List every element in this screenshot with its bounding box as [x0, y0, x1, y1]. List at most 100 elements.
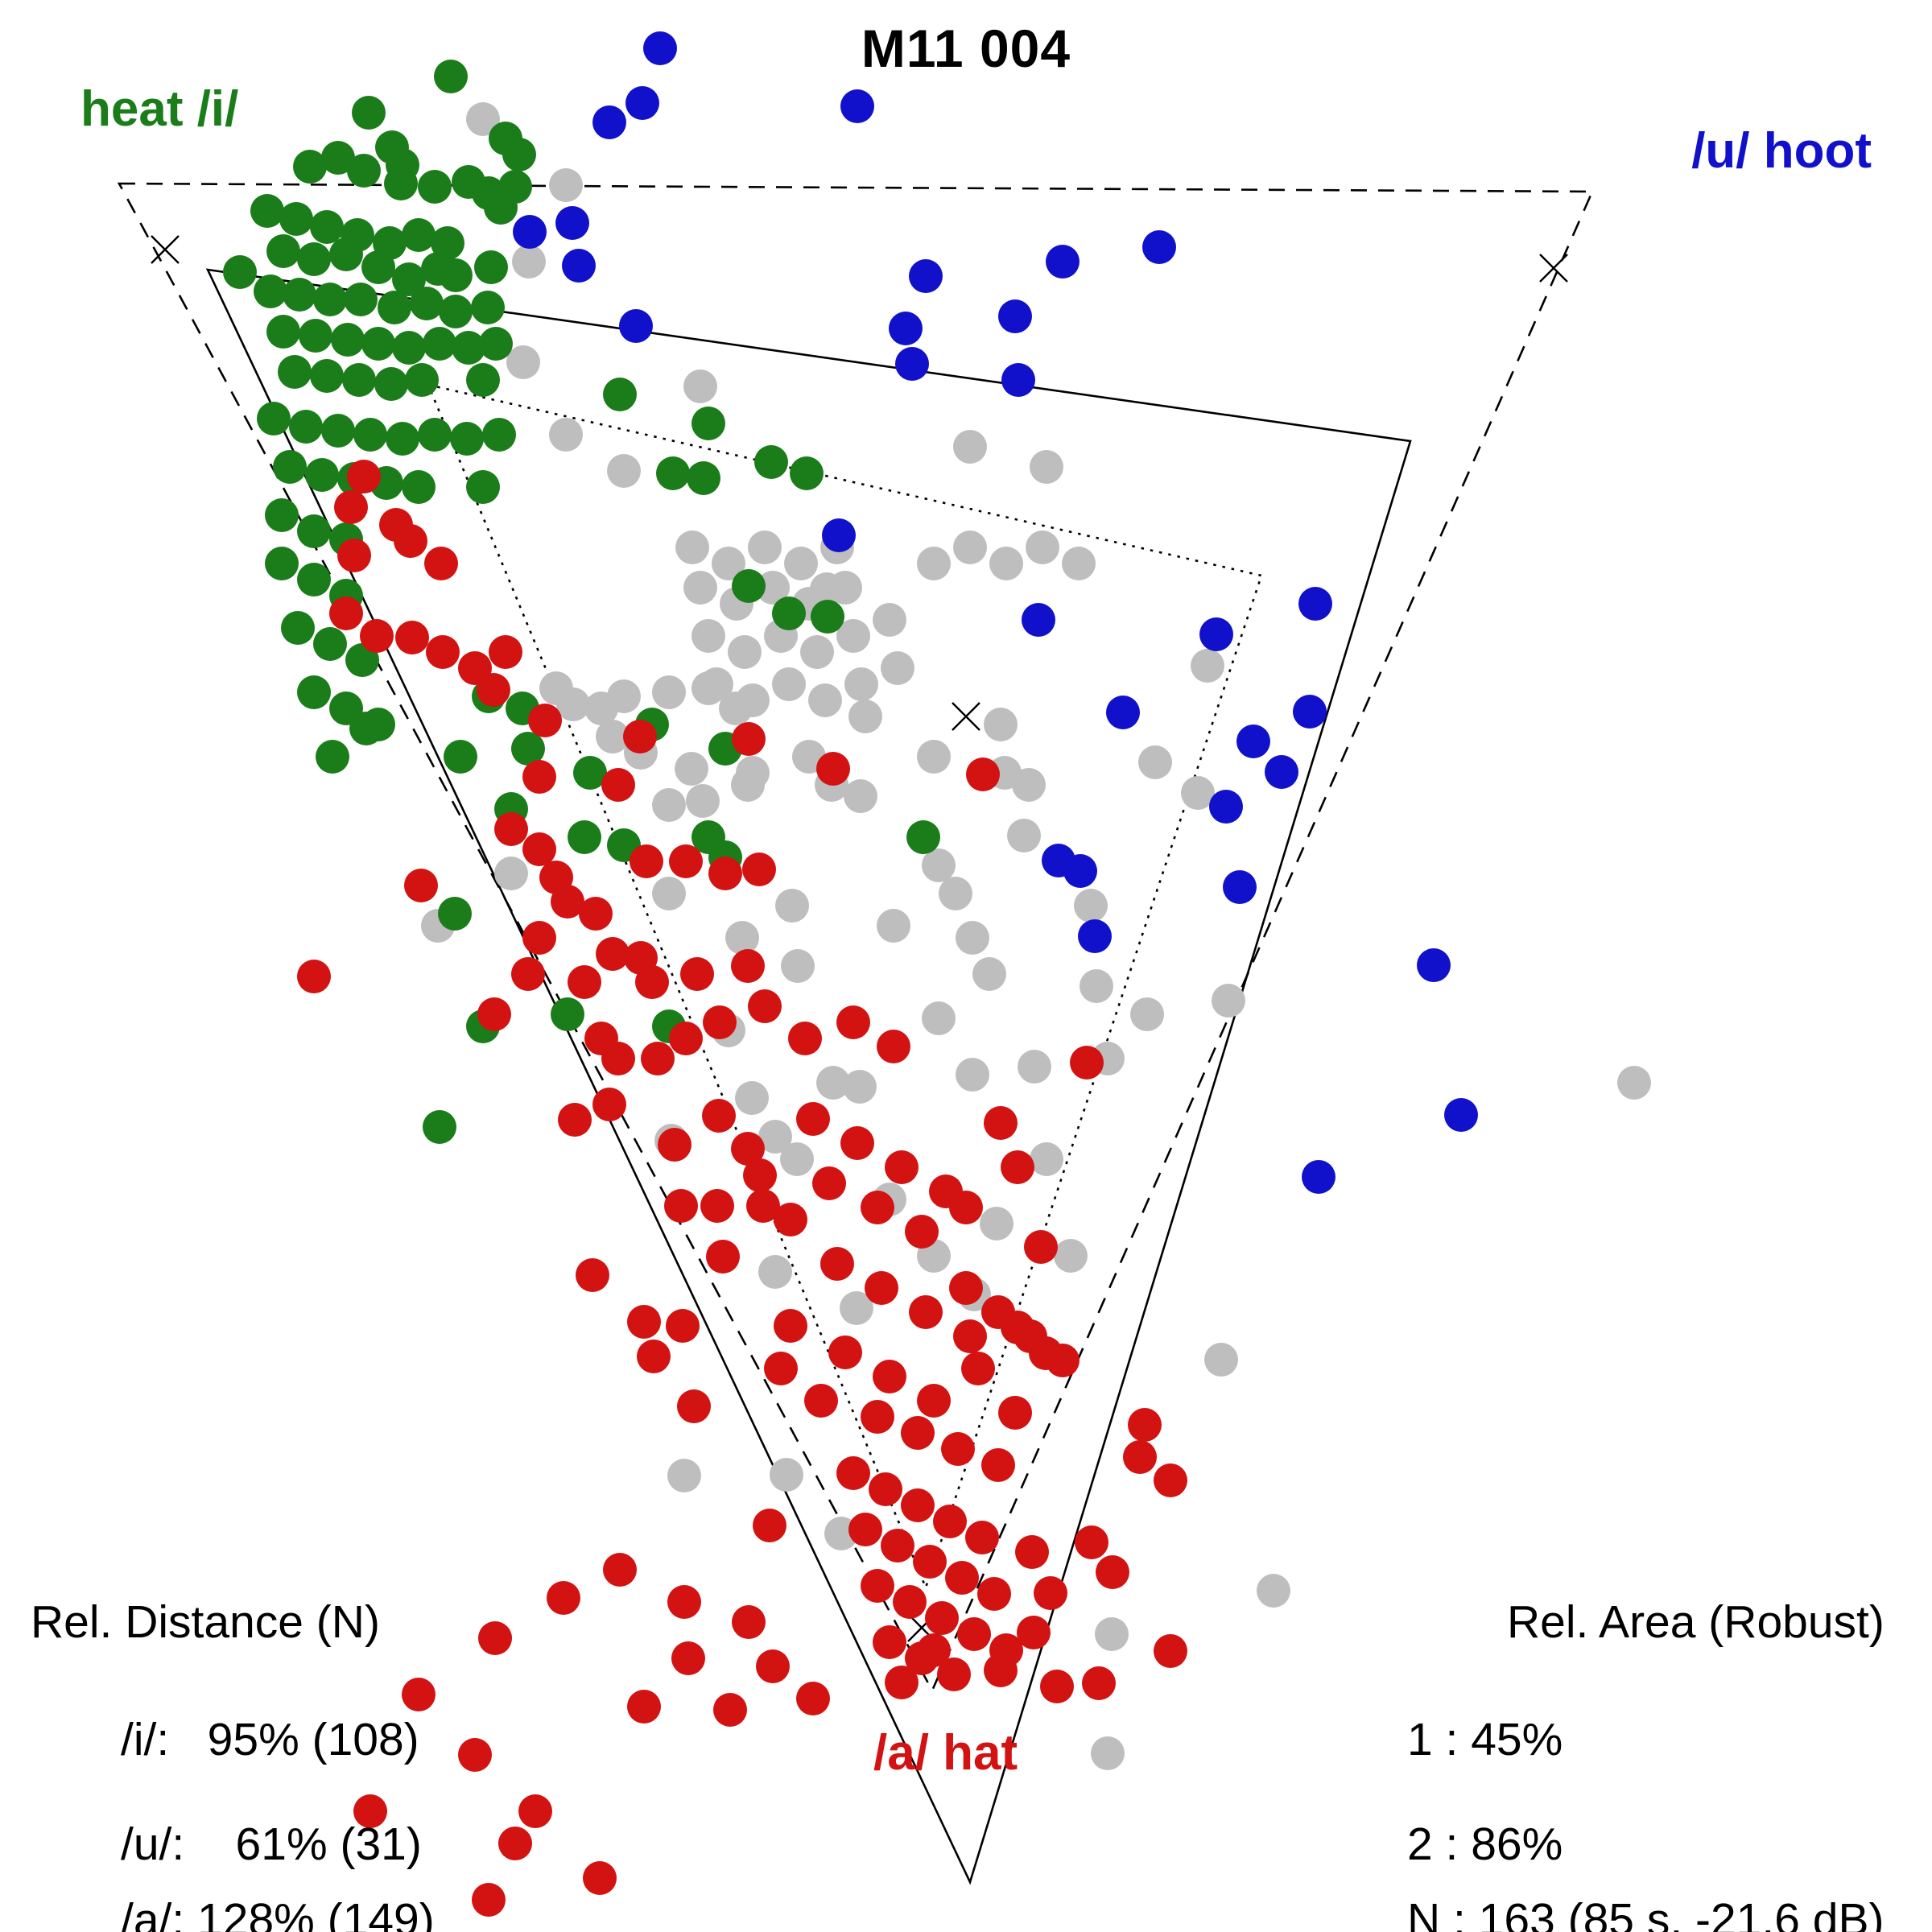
dot-other: [877, 909, 910, 943]
rel-area-1: 1 : 45%: [1407, 1714, 1563, 1765]
dot-a: [933, 1505, 967, 1538]
dot-a: [746, 1189, 780, 1223]
dot-u: [895, 347, 929, 381]
dot-a: [1128, 1408, 1162, 1442]
dot-a: [984, 1653, 1018, 1687]
dot-a: [840, 1126, 874, 1160]
dot-a: [756, 1649, 790, 1683]
dot-i: [310, 359, 344, 393]
dot-i: [278, 355, 312, 389]
dot-a: [603, 1553, 637, 1587]
dot-a: [576, 1258, 609, 1292]
dot-other: [1257, 1574, 1290, 1608]
dot-a: [753, 1509, 786, 1542]
dot-i: [452, 165, 485, 199]
dot-i: [265, 547, 299, 580]
dot-a: [1075, 1525, 1108, 1559]
dot-other: [731, 768, 765, 802]
dot-a: [828, 1335, 862, 1369]
dot-a: [893, 1585, 927, 1619]
dot-i: [691, 407, 725, 440]
dot-other: [1026, 530, 1059, 564]
dot-other: [989, 547, 1023, 580]
dot-i: [438, 897, 472, 931]
dot-i: [347, 154, 381, 188]
dot-other: [844, 779, 877, 813]
dot-u: [1022, 603, 1055, 637]
dot-i: [439, 295, 473, 328]
dot-u: [1417, 948, 1451, 982]
dot-a: [528, 704, 562, 737]
dot-other: [784, 547, 818, 580]
dot-other: [1204, 1343, 1238, 1377]
dot-a: [297, 960, 331, 993]
dot-i: [342, 363, 376, 397]
dot-a: [713, 1693, 747, 1727]
dot-a: [961, 1352, 995, 1385]
dot-other: [1080, 969, 1113, 1003]
dot-other: [1617, 1066, 1651, 1100]
rel-area-n: N : 163 (85 s, -21.6 dB): [1407, 1894, 1885, 1932]
dot-u: [1298, 587, 1332, 621]
dot-a: [1024, 1230, 1058, 1264]
dot-other: [691, 671, 725, 705]
dot-u: [1265, 755, 1298, 789]
dot-u: [822, 518, 856, 552]
dot-a: [937, 1657, 971, 1691]
dot-u: [1444, 1098, 1478, 1132]
dot-other: [607, 679, 641, 713]
dot-a: [347, 460, 381, 493]
dot-other: [748, 530, 782, 564]
dot-i: [313, 627, 347, 661]
dot-a: [1123, 1440, 1157, 1474]
dot-a: [774, 1309, 807, 1343]
dot-i: [405, 363, 439, 397]
dot-i: [511, 732, 545, 766]
dot-i: [223, 255, 257, 289]
dot-a: [424, 547, 458, 580]
dot-a: [601, 768, 635, 802]
dot-i: [344, 283, 378, 316]
dot-i: [273, 450, 307, 484]
dot-i: [568, 820, 601, 854]
dot-a: [1001, 1150, 1034, 1184]
dot-other: [1091, 1736, 1125, 1770]
dot-i: [410, 287, 444, 320]
dot-a: [666, 1309, 700, 1343]
dot-a: [1017, 1616, 1051, 1649]
dot-a: [953, 1319, 987, 1353]
dot-a: [820, 1247, 854, 1281]
dot-a: [1015, 1535, 1049, 1569]
dot-a: [812, 1166, 846, 1200]
dot-i: [257, 402, 291, 436]
dot-other: [1138, 745, 1172, 779]
dot-u: [625, 86, 659, 120]
dot-u: [562, 249, 596, 283]
dot-a: [702, 1099, 736, 1133]
dot-i: [310, 210, 344, 244]
dot-i: [293, 150, 327, 184]
dot-a: [925, 1601, 959, 1635]
dot-a: [877, 1030, 910, 1063]
dot-other: [1018, 1050, 1051, 1084]
dot-a: [706, 1240, 740, 1274]
dot-i: [331, 323, 365, 357]
dot-a: [1070, 1046, 1104, 1080]
dot-a: [477, 997, 511, 1031]
dot-a: [861, 1191, 894, 1224]
dot-a: [558, 1103, 592, 1137]
dot-i: [471, 291, 505, 324]
dot-a: [627, 1305, 661, 1339]
dot-a: [742, 852, 776, 886]
dot-i: [479, 327, 513, 361]
mean-x-marker-1: [1539, 254, 1568, 283]
dot-a: [511, 957, 545, 991]
dot-a: [522, 921, 556, 955]
dot-i: [329, 237, 363, 271]
dot-a: [494, 812, 528, 846]
dot-i: [266, 234, 300, 268]
dot-a: [583, 1861, 617, 1895]
dot-a: [732, 1605, 766, 1639]
dot-other: [1030, 450, 1063, 484]
rel-area-2: 2 : 86%: [1407, 1818, 1563, 1870]
